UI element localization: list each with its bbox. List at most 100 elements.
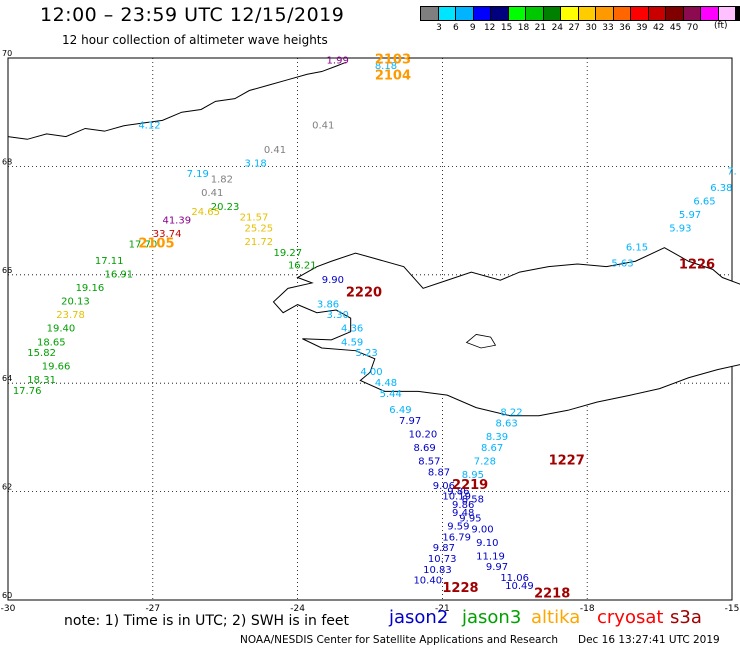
wave-height-value: 10.73 [428, 554, 457, 565]
wave-height-value: 9.86 [452, 500, 474, 511]
wave-height-value: 17.11 [95, 256, 124, 267]
y-tick-label: 64 [2, 374, 12, 383]
wave-height-value: 10.40 [413, 576, 442, 587]
wave-height-value: 19.66 [42, 362, 71, 373]
x-tick-label: -21 [435, 604, 450, 614]
track-id-label: 1228 [442, 581, 478, 596]
greenland-coastline [7, 61, 347, 140]
colorbar-label: 39 [636, 23, 648, 33]
wave-height-value: 10.20 [409, 429, 438, 440]
colorbar-label: 45 [669, 23, 682, 33]
wave-height-value: 7. [727, 167, 737, 178]
wave-height-value: 8.87 [428, 467, 450, 478]
wave-height-value: 33.74 [153, 229, 182, 240]
wave-height-value: 18.31 [27, 375, 56, 386]
satellite-legend-cryosat: cryosat [597, 607, 664, 628]
track-id-label: 2219 [452, 478, 488, 493]
iceland-coastline [272, 247, 740, 417]
wave-height-value: 6.38 [710, 183, 732, 194]
colorbar-label: 30 [585, 23, 597, 33]
wave-height-value: 5.97 [679, 210, 701, 221]
wave-height-value: 5.93 [669, 223, 691, 234]
page-subtitle: 12 hour collection of altimeter wave hei… [62, 33, 328, 47]
colorbar-unit: (ft) [714, 21, 728, 31]
wave-height-value: 10.19 [442, 492, 471, 503]
y-tick-label: 68 [2, 157, 12, 166]
colorbar-legend: 3 6 9 12 15 18 21 24 27 30 33 36 39 42 45 70 [420, 6, 740, 33]
page-title: 12:00 – 23:59 UTC 12/15/2019 [40, 4, 345, 26]
wave-height-value: 21.72 [245, 237, 274, 248]
wave-height-value: 1.82 [211, 175, 233, 186]
colorbar-swatch [735, 6, 740, 21]
wave-height-value: 16.21 [288, 260, 317, 271]
y-tick-label: 62 [2, 483, 12, 492]
wave-height-value: 3.30 [327, 310, 349, 321]
wave-height-value: 9.00 [471, 524, 493, 535]
wave-height-value: 5.44 [380, 389, 402, 400]
colorbar-label: 27 [568, 23, 580, 33]
track-id-label: 2218 [534, 586, 570, 601]
colorbar-label: 9 [469, 23, 476, 33]
wave-height-value: 11.19 [476, 551, 505, 562]
colorbar-label: 21 [534, 23, 547, 33]
colorbar-label: 6 [453, 23, 459, 33]
wave-height-value: 4.00 [360, 367, 382, 378]
satellite-legend-s3a: s3a [670, 607, 702, 628]
wave-height-value: 17.70 [129, 240, 158, 251]
y-tick-label: 66 [2, 266, 12, 275]
wave-height-value: 7.19 [187, 169, 209, 180]
wave-height-value: 5.63 [611, 259, 633, 270]
track-id-label: 2105 [138, 237, 174, 252]
wave-height-value: 8.67 [481, 443, 503, 454]
wave-height-value: 3.86 [317, 299, 339, 310]
wave-height-value: 21.57 [240, 213, 269, 224]
satellite-legend-jason3: jason3 [462, 607, 522, 628]
wave-height-value: 4.48 [375, 378, 397, 389]
wave-height-value: 1.99 [327, 55, 349, 66]
wave-height-value: 5.23 [356, 348, 378, 359]
wave-height-value: 16.91 [105, 270, 134, 281]
x-tick-label: -15 [725, 604, 740, 614]
wave-height-value: 19.27 [273, 248, 302, 259]
x-tick-label: -30 [1, 604, 16, 614]
wave-height-value: 8.58 [462, 494, 484, 505]
wave-height-value: 9.97 [486, 562, 508, 573]
wave-height-value: 0.41 [312, 120, 334, 131]
footer-credit: NOAA/NESDIS Center for Satellite Applica… [240, 634, 558, 646]
wave-height-value: 17.76 [13, 386, 42, 397]
wave-height-value: 11.06 [500, 573, 529, 584]
wave-height-value: 20.23 [211, 202, 240, 213]
colorbar-label: 36 [619, 23, 631, 33]
wave-height-value: 4.59 [341, 337, 363, 348]
y-tick-label: 60 [2, 591, 12, 600]
wave-height-value: 24.65 [191, 207, 220, 218]
wave-height-value: 9.48 [452, 508, 474, 519]
colorbar-label: 33 [602, 23, 614, 33]
wave-height-value: 41.39 [162, 215, 191, 226]
track-id-label: 2220 [346, 285, 382, 300]
colorbar-label: 18 [517, 23, 530, 33]
wave-height-value: 16.79 [442, 532, 471, 543]
x-tick-label: -27 [145, 604, 160, 614]
wave-height-value: 9.87 [433, 543, 455, 554]
wave-height-value: 25.25 [245, 223, 274, 234]
x-tick-label: -24 [290, 604, 305, 614]
y-tick-label: 70 [2, 49, 12, 58]
wave-height-value: 19.40 [47, 324, 76, 335]
wave-height-value: 3.18 [245, 158, 267, 169]
wave-height-value: 18.65 [37, 337, 66, 348]
wave-height-value: 8.69 [413, 443, 435, 454]
wave-height-value: 7.28 [474, 457, 496, 468]
footer-timestamp: Dec 16 13:27:41 UTC 2019 [578, 634, 720, 646]
wave-height-value: 0.41 [201, 188, 223, 199]
wave-height-value: 19.16 [76, 283, 105, 294]
colorbar-label: 3 [436, 23, 442, 33]
wave-height-value: 8.18 [375, 61, 397, 72]
wave-height-value: 8.22 [500, 408, 522, 419]
wave-height-value: 4.12 [138, 120, 160, 131]
footer-note: note: 1) Time is in UTC; 2) SWH is in fe… [64, 613, 350, 629]
track-id-label: 1226 [679, 257, 715, 272]
track-id-label: 1227 [549, 454, 585, 469]
wave-height-value: 23.78 [56, 310, 85, 321]
